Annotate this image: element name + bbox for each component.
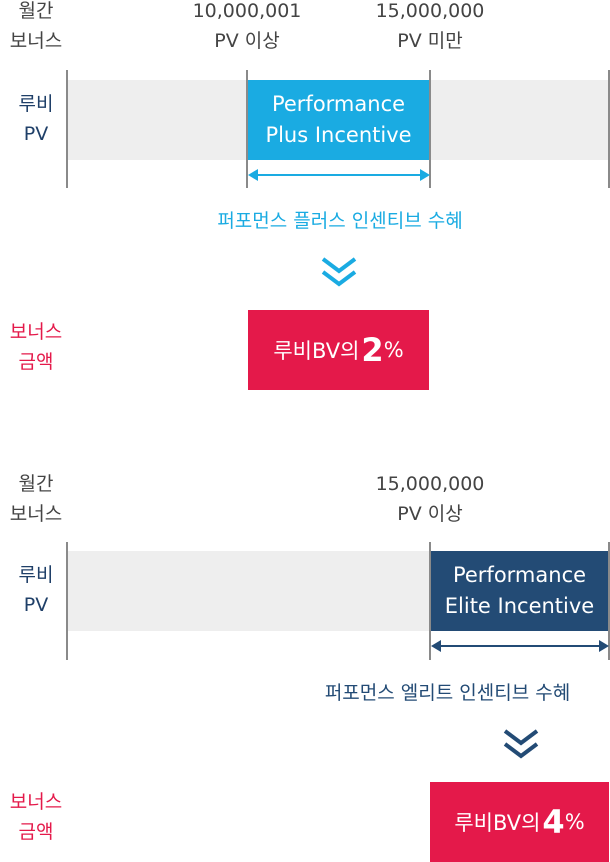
range-arrow [248, 169, 430, 181]
segment-title-line2: Plus Incentive [265, 123, 412, 147]
segment-2-title-line2: Elite Incentive [444, 594, 595, 618]
chevron-down-double-icon [321, 257, 357, 287]
ruby-pv-label-2: 루비 PV [0, 560, 72, 620]
threshold-elite-unit: PV 이상 [397, 503, 463, 525]
monthly-bonus-label: 월간 보너스 [0, 0, 72, 56]
monthly-bonus-label-line2: 보너스 [9, 30, 63, 52]
bonus-amount-label-2-line2: 금액 [18, 821, 54, 843]
bonus-amount-label-line2: 금액 [18, 351, 54, 373]
track-end-line [608, 70, 610, 188]
benefit-text: 퍼포먼스 플러스 인센티브 수혜 [217, 210, 463, 232]
bonus-prefix-2: 루비BV의 [454, 811, 541, 835]
threshold-high-line [429, 70, 431, 188]
bonus-amount-label-line1: 보너스 [9, 321, 63, 343]
bonus-percent-unit-2: % [564, 810, 585, 834]
bonus-amount-label-2: 보너스 금액 [0, 787, 72, 847]
segment-2-title-line1: Performance [452, 563, 587, 587]
monthly-bonus-label-line1: 월간 [18, 0, 54, 22]
bonus-box: 루비BV의 2 % [248, 310, 429, 390]
ruby-pv-label-line2: PV [23, 123, 49, 145]
ruby-pv-label-2-line1: 루비 [18, 564, 54, 586]
ruby-pv-label: 루비 PV [0, 89, 72, 149]
bonus-prefix: 루비BV의 [273, 339, 360, 363]
threshold-low-label: 10,000,001 PV 이상 [162, 0, 332, 56]
monthly-bonus-label-2-line1: 월간 [18, 473, 54, 495]
ruby-pv-label-line1: 루비 [18, 93, 54, 115]
bonus-amount-label-2-line1: 보너스 [9, 791, 63, 813]
track-start-line [66, 70, 68, 188]
track-end-line-2 [608, 542, 610, 660]
threshold-low-unit: PV 이상 [214, 30, 280, 52]
benefit-text-2: 퍼포먼스 엘리트 인센티브 수혜 [324, 682, 571, 704]
range-arrow-2 [431, 640, 609, 652]
threshold-low-line [246, 70, 248, 188]
chevron-down-double-icon-2 [503, 729, 539, 759]
bonus-percent-unit: % [383, 338, 404, 362]
threshold-elite-label: 15,000,000 PV 이상 [345, 469, 515, 529]
bonus-amount-label: 보너스 금액 [0, 317, 72, 377]
ruby-pv-label-2-line2: PV [23, 594, 49, 616]
threshold-elite-line [429, 542, 431, 660]
segment-title-line1: Performance [271, 92, 406, 116]
track-start-line-2 [66, 542, 68, 660]
monthly-bonus-label-2-line2: 보너스 [9, 503, 63, 525]
threshold-high-unit: PV 미만 [397, 30, 463, 52]
threshold-low-value: 10,000,001 [192, 0, 302, 22]
threshold-high-label: 15,000,000 PV 미만 [345, 0, 515, 56]
monthly-bonus-label-2: 월간 보너스 [0, 469, 72, 529]
bonus-percent-value-2: 4 [542, 803, 565, 841]
performance-plus-segment: Performance Plus Incentive [248, 80, 429, 160]
performance-elite-segment: Performance Elite Incentive [431, 551, 608, 631]
bonus-box-2: 루비BV의 4 % [430, 782, 609, 862]
bonus-percent-value: 2 [361, 331, 384, 369]
threshold-elite-value: 15,000,000 [375, 473, 485, 495]
threshold-high-value: 15,000,000 [375, 0, 485, 22]
